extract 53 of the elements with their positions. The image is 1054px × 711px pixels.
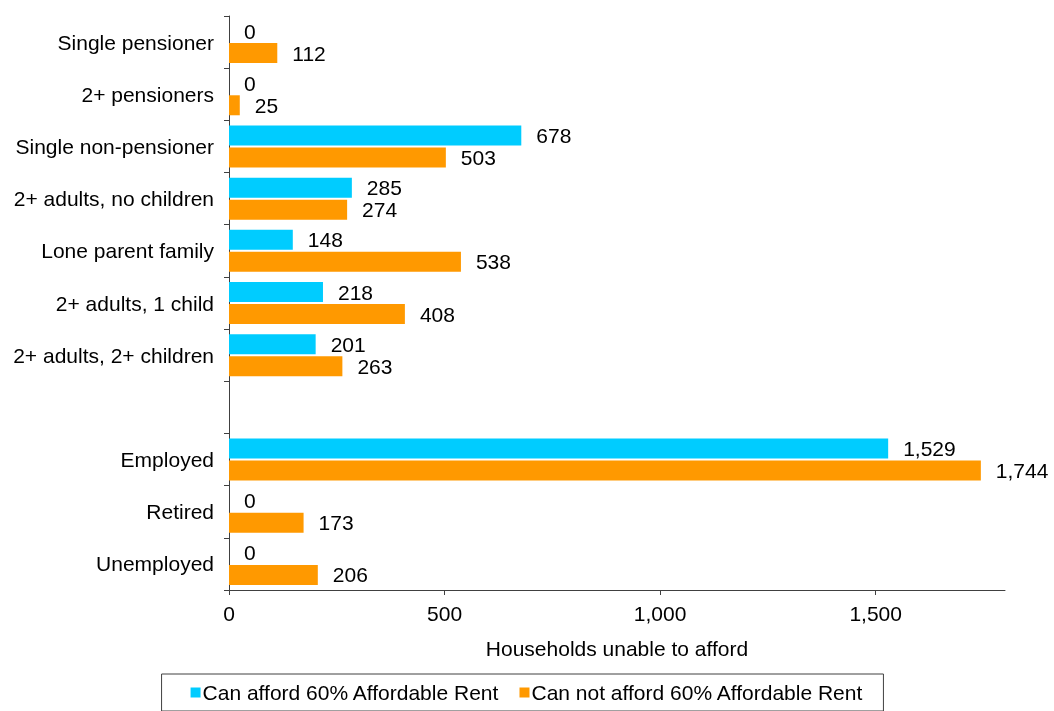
data-label: 408 xyxy=(419,302,455,326)
data-label: 148 xyxy=(307,228,343,252)
y-tick-label: 2+ pensioners xyxy=(81,82,214,106)
data-label: 503 xyxy=(460,145,496,169)
data-label: 25 xyxy=(254,93,279,117)
y-tick-label: Lone parent family xyxy=(41,239,215,263)
y-tick-label: Single pensioner xyxy=(57,30,214,54)
bar xyxy=(229,334,316,355)
bar xyxy=(229,199,348,220)
data-label: 173 xyxy=(318,511,354,535)
data-label: 274 xyxy=(362,198,398,222)
data-label: 0 xyxy=(244,489,256,513)
y-tick-label: Unemployed xyxy=(96,552,214,576)
bar xyxy=(229,564,318,585)
data-label: 285 xyxy=(366,176,402,200)
data-label: 0 xyxy=(244,541,256,565)
data-label: 201 xyxy=(330,332,366,356)
data-label: 0 xyxy=(244,71,256,95)
x-tick-label: 0 xyxy=(223,602,235,625)
data-label: 538 xyxy=(475,250,511,274)
data-label: 1,744 xyxy=(995,459,1049,483)
data-label: 206 xyxy=(332,563,368,587)
y-tick-label: 2+ adults, 2+ children xyxy=(13,343,214,367)
legend-label: Can not afford 60% Affordable Rent xyxy=(531,681,863,704)
y-tick-label: Employed xyxy=(120,448,214,472)
x-tick-label: 1,500 xyxy=(849,602,902,625)
x-tick-label: 1,000 xyxy=(633,602,687,625)
bar xyxy=(229,43,278,64)
legend-label: Can afford 60% Affordable Rent xyxy=(202,681,499,704)
data-label: 112 xyxy=(292,41,326,65)
bar xyxy=(229,147,446,168)
bar xyxy=(229,356,343,377)
bar xyxy=(229,229,293,250)
data-label: 263 xyxy=(357,354,393,378)
y-tick-label: Retired xyxy=(146,500,214,524)
y-tick-label: 2+ adults, no children xyxy=(13,187,214,211)
y-tick-label: 2+ adults, 1 child xyxy=(55,291,214,315)
bar xyxy=(229,438,889,459)
x-axis-title: Households unable to afford xyxy=(485,637,749,660)
bar xyxy=(229,177,352,198)
bar xyxy=(229,95,240,116)
y-tick-label: Single non-pensioner xyxy=(15,134,214,158)
data-label: 1,529 xyxy=(903,437,956,461)
bar xyxy=(229,251,461,272)
bar xyxy=(229,282,323,302)
bar xyxy=(229,512,304,533)
bar xyxy=(229,460,981,481)
data-label: 678 xyxy=(536,123,572,147)
bar xyxy=(229,125,522,146)
x-tick-label: 500 xyxy=(427,602,463,625)
data-label: 218 xyxy=(337,280,374,304)
data-label: 0 xyxy=(244,19,256,43)
bar xyxy=(229,304,405,324)
